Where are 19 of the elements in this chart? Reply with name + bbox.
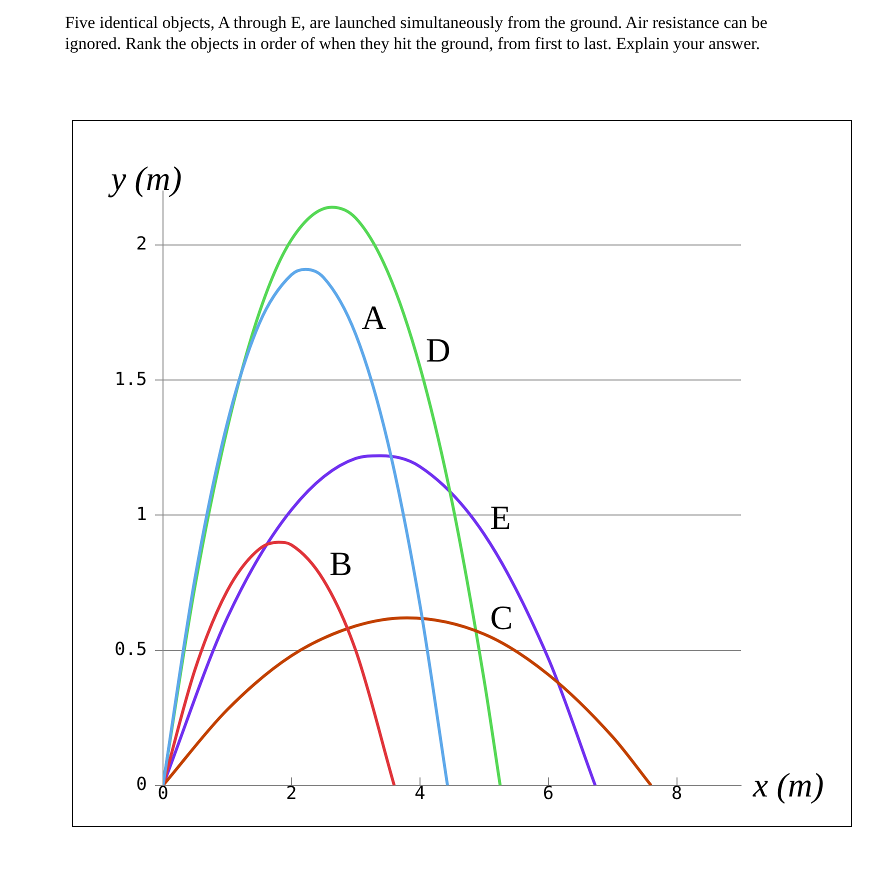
y-tick-label: 1.5 [114,368,147,390]
y-tick-label: 2 [136,234,147,255]
series-label: D [426,332,450,370]
y-tick-label: 0.5 [114,638,147,660]
series-label: B [330,546,352,583]
x-axis-title: x (m) [752,767,824,804]
series-label: A [362,300,387,338]
y-axis-title: y (m) [108,160,182,198]
series-label: E [490,500,511,538]
line-series [163,540,396,786]
x-tick-label: 6 [542,782,554,804]
x-tick-label: 8 [671,782,682,804]
y-tick-label: 1 [136,504,147,525]
chart-title: Five identical objects, A through E, are launched simultaneously from the ground. Air resistance can be ignored. Rank the objects in order of when they hit the ground, from first to last. Explain your answer. [65,12,768,54]
line-series [163,268,450,786]
x-tick-label: 2 [286,782,297,804]
x-tick-label: 4 [414,782,426,804]
series-label: C [490,600,513,638]
x-tick-label: 0 [158,782,168,804]
